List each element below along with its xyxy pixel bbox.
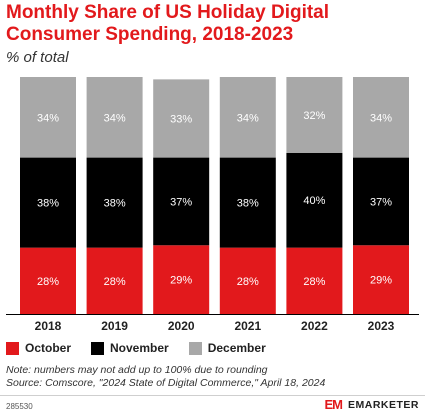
- data-label-october-2018: 28%: [37, 276, 59, 288]
- brand-name: EMARKETER: [347, 398, 419, 411]
- data-label-november-2019: 38%: [104, 198, 126, 210]
- bar-december-2020: [153, 79, 210, 158]
- legend-item-october: October: [6, 341, 71, 355]
- bar-december-2021: [219, 77, 276, 158]
- x-tick-label-2020: 2020: [168, 319, 195, 333]
- legend-item-december: December: [188, 341, 266, 355]
- data-label-october-2023: 29%: [370, 275, 392, 287]
- bar-october-2019: [86, 247, 143, 314]
- data-label-october-2021: 28%: [237, 276, 259, 288]
- legend-swatch-november: [91, 341, 105, 355]
- x-tick-label-2023: 2023: [368, 319, 395, 333]
- bar-october-2023: [353, 245, 409, 314]
- bar-october-2021: [219, 247, 276, 314]
- legend-label-november: November: [110, 341, 169, 355]
- data-label-december-2023: 34%: [370, 112, 392, 124]
- legend: October November December: [6, 341, 266, 355]
- bar-december-2023: [353, 77, 409, 158]
- data-label-november-2021: 38%: [237, 198, 259, 210]
- bar-november-2022: [286, 152, 343, 248]
- x-tick-label-2021: 2021: [234, 319, 261, 333]
- source-text: Source: Comscore, "2024 State of Digital…: [6, 377, 326, 389]
- bar-december-2019: [86, 77, 143, 158]
- stacked-bar-chart: 28% 38% 34% 2018 28% 38% 34% 2019 29% 37% 33% 2020 2…: [6, 77, 419, 333]
- bar-december-2018: [20, 77, 76, 158]
- brand: EM EMARKETER: [324, 397, 419, 412]
- bar-october-2022: [286, 247, 343, 314]
- data-label-december-2021: 34%: [237, 112, 259, 124]
- bar-november-2021: [219, 157, 276, 248]
- legend-swatch-december: [188, 341, 202, 355]
- emarketer-logo-icon: EM: [324, 397, 342, 412]
- x-tick-label-2022: 2022: [301, 319, 328, 333]
- bar-november-2020: [153, 157, 210, 246]
- bar-november-2019: [86, 157, 143, 248]
- bar-december-2022: [286, 77, 343, 153]
- data-label-december-2019: 34%: [104, 112, 126, 124]
- note-text: Note: numbers may not add up to 100% due…: [6, 364, 268, 376]
- legend-label-december: December: [207, 341, 266, 355]
- data-label-december-2020: 33%: [170, 113, 192, 125]
- footnotes: Note: numbers may not add up to 100% due…: [6, 364, 325, 390]
- data-label-december-2022: 32%: [303, 110, 325, 122]
- data-label-october-2020: 29%: [170, 275, 192, 287]
- bar-november-2023: [353, 157, 409, 246]
- chart-title: Monthly Share of US Holiday Digital Cons…: [6, 2, 330, 45]
- data-label-october-2019: 28%: [104, 276, 126, 288]
- chart-id: 285530: [6, 402, 33, 411]
- data-label-november-2022: 40%: [303, 195, 325, 207]
- chart-subtitle: % of total: [6, 49, 69, 66]
- bar-october-2020: [153, 245, 210, 314]
- data-label-october-2022: 28%: [303, 276, 325, 288]
- x-tick-label-2019: 2019: [101, 319, 128, 333]
- legend-item-november: November: [91, 341, 169, 355]
- bar-october-2018: [20, 247, 76, 314]
- legend-swatch-october: [6, 341, 19, 355]
- bar-november-2018: [20, 157, 76, 248]
- footer-divider: [0, 395, 425, 396]
- legend-label-october: October: [25, 341, 72, 355]
- data-label-november-2018: 38%: [37, 198, 59, 210]
- data-label-november-2020: 37%: [170, 196, 192, 208]
- x-tick-label-2018: 2018: [35, 319, 62, 333]
- data-label-december-2018: 34%: [37, 112, 59, 124]
- data-label-november-2023: 37%: [370, 196, 392, 208]
